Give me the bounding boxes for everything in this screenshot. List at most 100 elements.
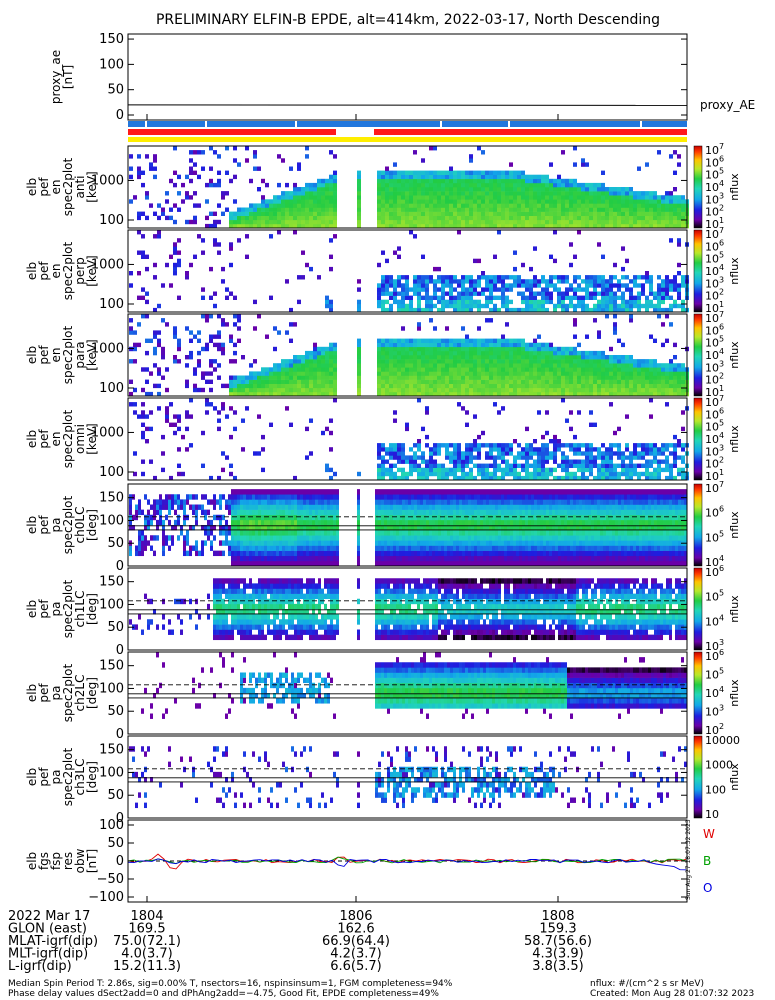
- panel-4-ylabel-0: elb: [25, 430, 39, 448]
- panel-7-colorbar: [693, 651, 703, 735]
- panel-9-ylabel-4: obw: [73, 848, 87, 873]
- side-stamp: Sun Aug 27 18:07:32 2023: [685, 819, 692, 900]
- orbit-row-4-value-1: 6.6(5.7): [330, 959, 382, 974]
- footer-created: Created: Mon Aug 28 01:07:32 2023: [590, 989, 755, 999]
- orbit-row-1-value-0: 169.5: [128, 922, 165, 937]
- status-bar-gap-3: [440, 121, 442, 127]
- panel-1-colorbar-label: nflux: [728, 173, 741, 201]
- panel-6-ytick-label-3: 0: [116, 643, 124, 658]
- panel-6-colorbar-tick-2: 104: [705, 613, 724, 628]
- panel-7-colorbar-tick-3: 103: [705, 704, 724, 719]
- panel-2-ylabel-1: pef: [37, 261, 51, 281]
- panel-8-colorbar: [693, 735, 703, 819]
- panel-2-ytick-label-0: 1000: [91, 257, 124, 272]
- panel-0-frame: [127, 33, 688, 121]
- panel-2-ylabel-3: spec2plot: [61, 241, 75, 300]
- panel-3-ylabel-5: [keV]: [85, 339, 99, 370]
- panel-0-ytick-label-3: 0: [116, 108, 124, 123]
- panel-2-cells: [129, 230, 689, 313]
- panel-9-ytick-label-4: −100: [88, 890, 124, 905]
- orbit-row-0-label: 2022 Mar 17: [8, 909, 90, 924]
- status-bar-blue: [128, 121, 687, 127]
- panel-5-ylabel-4: ch0LC: [73, 507, 87, 544]
- panel-7-colorbar-tick-0: 106: [705, 648, 724, 663]
- panel-3-frame: [127, 313, 688, 397]
- panel-1-ylabel-3: spec2plot: [61, 157, 75, 216]
- panel-6-ylabel-4: ch1LC: [73, 591, 87, 628]
- orbit-row-0-value-1: 1806: [339, 909, 372, 924]
- panel-8-ylabel-4: ch3LC: [73, 759, 87, 796]
- panel-8-frame: [127, 735, 688, 819]
- panel-4-ylabel-2: en: [49, 432, 63, 447]
- panel-9-frame: [127, 819, 688, 903]
- panel-6-colorbar: [693, 567, 703, 651]
- panel-3-ytick-label-0: 1000: [91, 341, 124, 356]
- panel-8-ytick-label-0: 150: [99, 743, 124, 758]
- panel-6-ytick-label-1: 100: [99, 597, 124, 612]
- panel-6-ytick-label-0: 150: [99, 575, 124, 590]
- panel-7-ylabel-2: pa: [49, 686, 63, 701]
- panel-4-ylabel-4: omni: [73, 424, 87, 454]
- panel-3-ylabel-4: para: [73, 341, 87, 368]
- orbit-row-2-value-2: 58.7(56.6): [524, 934, 592, 949]
- orbit-row-1-value-2: 159.3: [539, 922, 576, 937]
- panel-4-ylabel-5: [keV]: [85, 423, 99, 454]
- panel-1-ylabel-0: elb: [25, 178, 39, 196]
- panel-3-ylabel-3: spec2plot: [61, 325, 75, 384]
- panel-5-colorbar-label: nflux: [728, 511, 741, 539]
- panel-4-ylabel-3: spec2plot: [61, 409, 75, 468]
- panel-6-colorbar-label: nflux: [728, 595, 741, 623]
- panel-8-colorbar-tick-3: 10: [705, 808, 719, 821]
- panel-8-ytick-label-2: 50: [107, 788, 124, 803]
- panel-1-ytick-label-0: 1000: [91, 173, 124, 188]
- panel-5-ytick-label-0: 150: [99, 491, 124, 506]
- panel-0-ylabel-1: [nT]: [61, 65, 75, 89]
- panel-5-ylabel-5: [deg]: [85, 509, 99, 541]
- panel-8-ytick-label-1: 100: [99, 765, 124, 780]
- status-bar-yellow: [128, 137, 687, 142]
- panel-7-ytick-label-2: 50: [107, 704, 124, 719]
- panel-6-frame: [127, 567, 688, 651]
- panel-5-ytick-label-2: 50: [107, 536, 124, 551]
- panel-2-frame: [127, 229, 688, 313]
- orbit-row-2-value-0: 75.0(72.1): [113, 934, 181, 949]
- panel-5-ytick-label-3: 0: [116, 559, 124, 574]
- status-bar-gap-2: [295, 121, 297, 127]
- panel-5-ytick-label-1: 100: [99, 513, 124, 528]
- panel-9-ylabel-3: res: [61, 852, 75, 870]
- panel-4-cells: [129, 398, 689, 481]
- panel-5-ylabel-2: pa: [49, 518, 63, 533]
- status-bar-red-2: [374, 129, 687, 135]
- panel-6-ylabel-1: pef: [37, 599, 51, 619]
- panel-9-ylabel-0: elb: [25, 852, 39, 870]
- orbit-row-0-value-0: 1804: [130, 909, 163, 924]
- panel-8-ylabel-2: pa: [49, 770, 63, 785]
- panel-2-colorbar-label: nflux: [728, 257, 741, 285]
- panel-7-colorbar-tick-1: 105: [705, 667, 724, 682]
- panel-0-ytick-label-2: 50: [107, 83, 124, 98]
- panel-3-ylabel-1: pef: [37, 345, 51, 365]
- proxy-ae-legend: proxy_AE: [700, 98, 755, 112]
- panel-4-ylabel-1: pef: [37, 429, 51, 449]
- plot-panels: proxy_ae[nT]150100500proxy_AEelbpefenspe…: [25, 32, 755, 905]
- status-bar-red-1: [128, 129, 336, 135]
- panel-8-colorbar-tick-2: 100: [705, 783, 726, 796]
- footer-line-2: Phase delay values dSect2add=0 and dPhAn…: [8, 989, 439, 999]
- panel-5-colorbar-tick-0: 107: [705, 480, 724, 495]
- panel-8-ylabel-0: elb: [25, 768, 39, 786]
- mag-legend-O: O: [703, 881, 712, 895]
- panel-4-colorbar-label: nflux: [728, 425, 741, 453]
- panel-7-frame: [127, 651, 688, 735]
- panel-3-colorbar: [693, 313, 703, 397]
- chart-title: PRELIMINARY ELFIN-B EPDE, alt=414km, 202…: [156, 12, 660, 28]
- panel-6-ylabel-2: pa: [49, 602, 63, 617]
- mag-legend-B: B: [703, 854, 711, 868]
- panel-1-ylabel-2: en: [49, 180, 63, 195]
- panel-6-ylabel-3: spec2plot: [61, 579, 75, 638]
- panel-6-colorbar-tick-1: 105: [705, 589, 724, 604]
- orbit-row-0-value-2: 1808: [541, 909, 574, 924]
- panel-5-colorbar-tick-2: 105: [705, 529, 724, 544]
- panel-8-ylabel-3: spec2plot: [61, 747, 75, 806]
- panel-4-frame: [127, 397, 688, 481]
